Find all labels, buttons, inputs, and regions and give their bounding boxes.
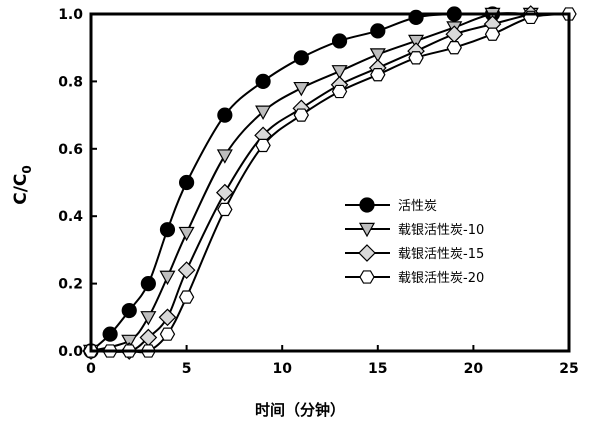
data-point (215, 183, 234, 202)
legend-marker (359, 197, 375, 213)
data-point (121, 334, 138, 350)
data-point (370, 67, 386, 82)
legend-label: 载银活性炭-15 (398, 247, 484, 262)
data-point (484, 27, 501, 41)
data-point (159, 222, 176, 238)
x-tick-label: 25 (559, 361, 578, 377)
data-point (293, 50, 309, 66)
y-tick-label: 1.0 (58, 7, 83, 23)
series-line (90, 13, 570, 354)
data-point (255, 138, 271, 153)
data-point (255, 105, 272, 120)
legend-marker (358, 244, 376, 262)
series-line (90, 12, 531, 352)
data-point (159, 327, 176, 341)
data-point (446, 41, 462, 55)
y-tick-label: 0.4 (58, 209, 83, 225)
data-point (217, 107, 233, 123)
y-tick-label: 0.0 (58, 344, 83, 360)
legend-marker (358, 222, 376, 238)
data-point (369, 48, 386, 63)
data-point (179, 174, 195, 191)
data-point (408, 51, 424, 65)
data-point (408, 34, 425, 50)
x-axis-label: 时间（分钟） (255, 401, 345, 419)
data-point (217, 202, 233, 217)
legend-label: 载银活性炭-10 (398, 223, 484, 238)
legend-label: 载银活性炭-20 (398, 271, 484, 286)
series-line (90, 12, 493, 352)
data-point (293, 81, 310, 97)
data-point (370, 23, 386, 39)
x-tick-label: 15 (368, 361, 387, 377)
legend-label: 活性炭 (398, 199, 437, 214)
y-tick-label: 0.6 (58, 142, 83, 158)
data-point (331, 84, 348, 99)
y-axis-label: C/C0 (11, 165, 34, 205)
plot-frame (89, 12, 571, 353)
y-tick-label: 0.2 (58, 277, 83, 293)
data-point (159, 270, 176, 286)
data-point (408, 9, 424, 25)
data-point (140, 311, 157, 326)
data-point (178, 290, 195, 304)
legend-marker (359, 270, 375, 284)
data-point (255, 73, 271, 90)
x-tick-label: 20 (464, 361, 484, 377)
y-tick-label: 0.8 (58, 74, 83, 90)
data-point (102, 326, 118, 342)
data-point (331, 65, 348, 80)
data-point (178, 226, 195, 242)
data-point (121, 302, 137, 319)
data-point (331, 33, 348, 49)
x-tick-label: 0 (86, 361, 96, 377)
data-point (293, 108, 310, 122)
data-point (177, 261, 196, 279)
data-point (216, 149, 233, 164)
data-point (140, 276, 156, 292)
data-point (158, 308, 177, 327)
x-tick-label: 5 (182, 361, 192, 377)
x-tick-label: 10 (272, 361, 292, 377)
